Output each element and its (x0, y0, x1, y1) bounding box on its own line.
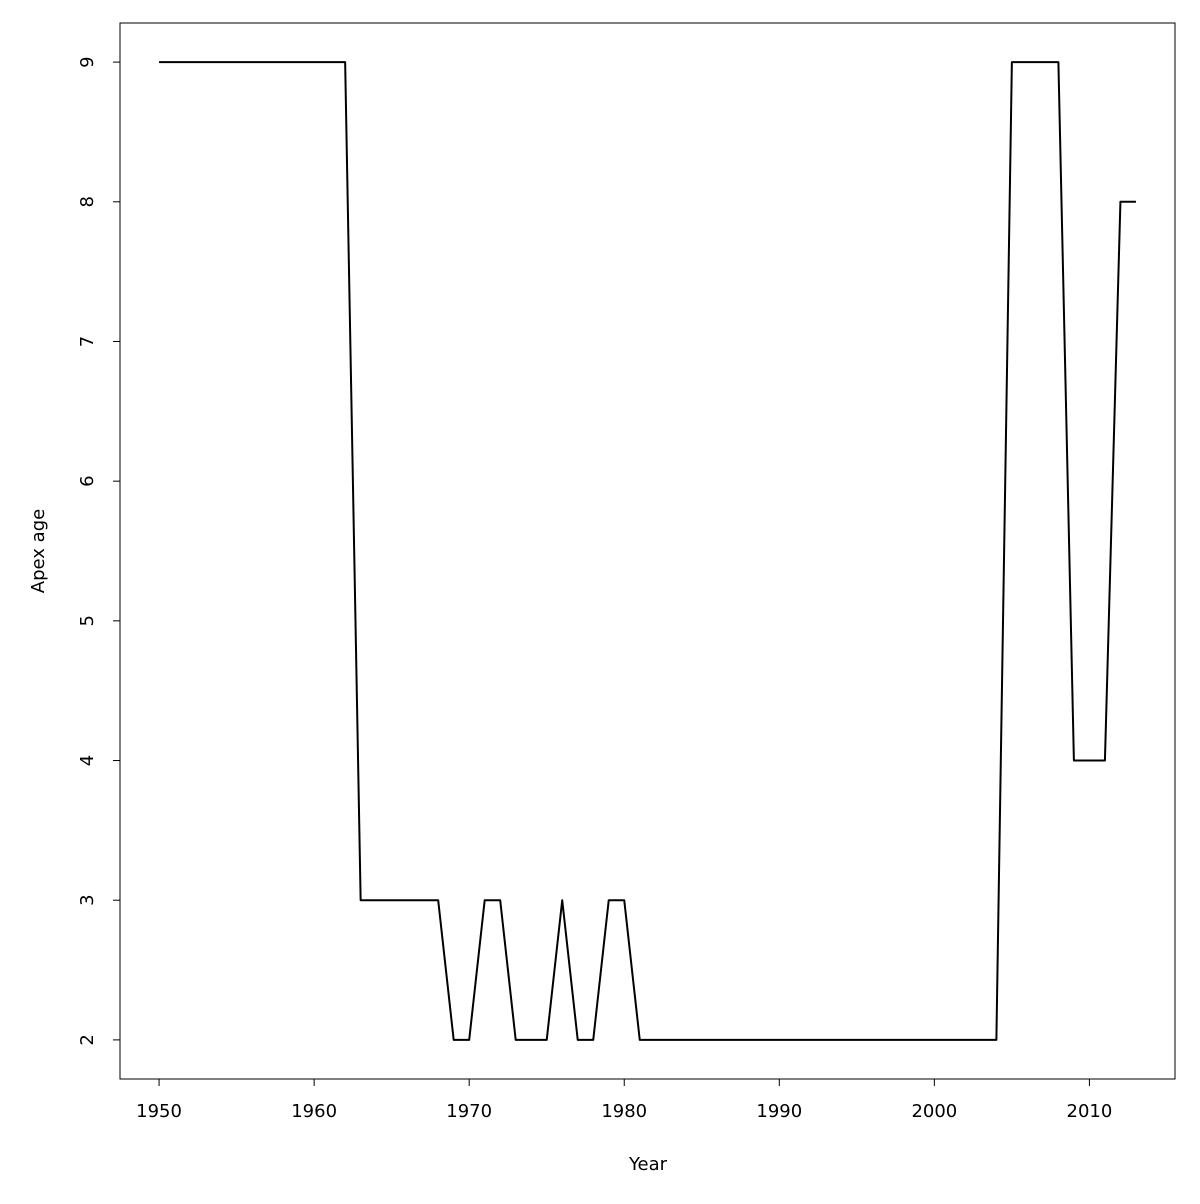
x-tick-label: 1950 (136, 1101, 182, 1122)
y-tick-label: 3 (77, 894, 98, 905)
y-axis-label: Apex age (28, 509, 49, 593)
x-tick-label: 1980 (601, 1101, 647, 1122)
x-tick-label: 2000 (911, 1101, 957, 1122)
plot-box (119, 22, 1176, 1080)
y-tick-label: 5 (77, 615, 98, 626)
x-tick-label: 1990 (756, 1101, 802, 1122)
x-tick-label: 1970 (446, 1101, 492, 1122)
x-tick-label: 1960 (291, 1101, 337, 1122)
y-tick-label: 9 (77, 56, 98, 67)
data-line (159, 61, 1136, 1041)
y-tick-label: 8 (77, 196, 98, 207)
y-tick-label: 6 (77, 475, 98, 486)
y-tick-label: 4 (77, 755, 98, 766)
x-axis-label: Year (628, 1154, 668, 1175)
y-tick-label: 2 (77, 1034, 98, 1045)
y-tick-label: 7 (77, 336, 98, 347)
x-tick-label: 2010 (1067, 1101, 1113, 1122)
